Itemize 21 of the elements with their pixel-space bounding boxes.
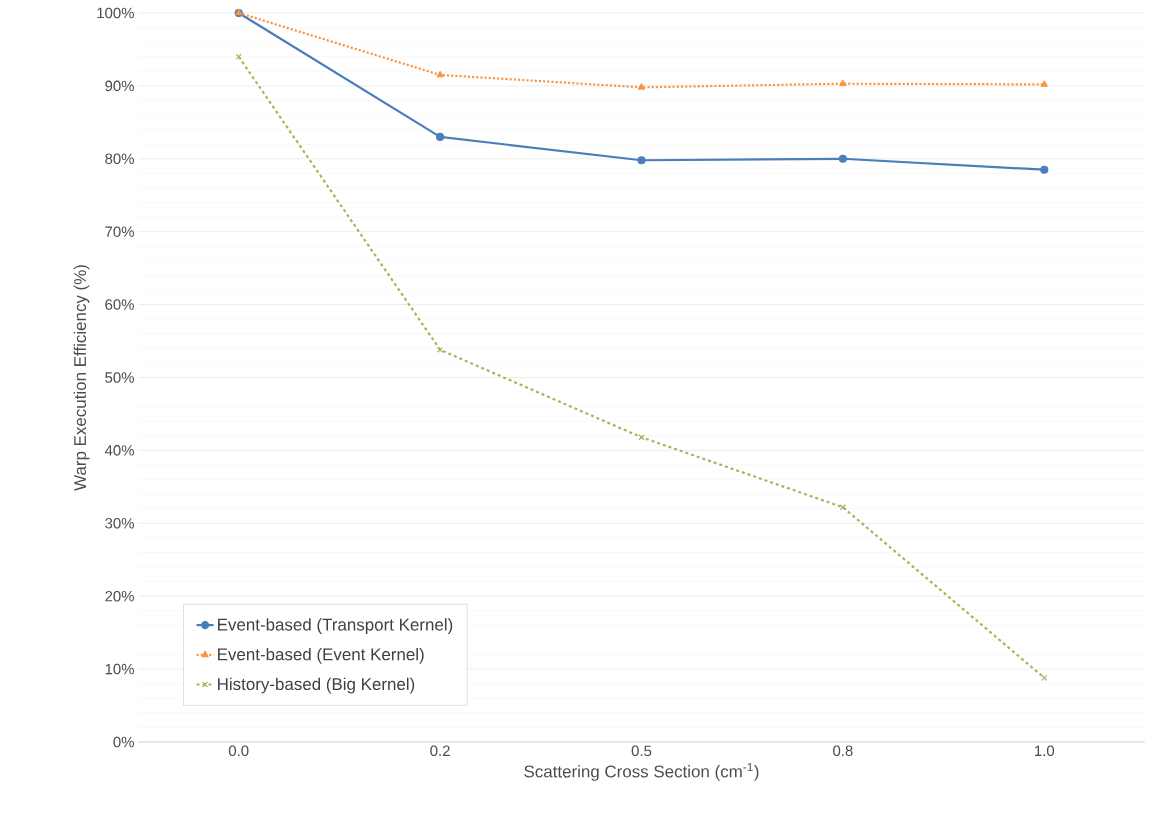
y-tick-label: 10% — [105, 663, 134, 675]
y-tick-label: 20% — [105, 590, 134, 602]
x-tick-label: 0.5 — [631, 745, 652, 757]
x-tick-label: 0.8 — [833, 745, 853, 757]
x-axis-title: Scattering Cross Section (cm$^{-1}$) — [524, 762, 759, 781]
y-tick-label: 40% — [104, 445, 134, 456]
legend-label: History-based (Big Kernel) — [218, 677, 415, 694]
y-tick-label: 80% — [105, 153, 134, 165]
y-tick-label: 30% — [105, 517, 134, 529]
legend-label: Event-based (Event Kernel) — [218, 647, 424, 664]
y-tick-label: 100% — [97, 7, 134, 19]
y-tick-label: 70% — [105, 226, 134, 237]
y-tick-label: 90% — [105, 80, 134, 92]
x-tick-label: 0.0 — [228, 745, 249, 757]
x-tick-label: 1.0 — [1035, 745, 1055, 757]
y-tick-label: 50% — [105, 372, 134, 383]
legend-label: Event-based (Transport Kernel) — [218, 618, 453, 634]
x-tick-label: 0.2 — [430, 745, 450, 757]
y-tick-label: 0% — [113, 736, 134, 748]
y-tick-label: 60% — [105, 299, 134, 310]
y-axis-title: Warp Execution Efficiency (%) — [73, 265, 90, 491]
